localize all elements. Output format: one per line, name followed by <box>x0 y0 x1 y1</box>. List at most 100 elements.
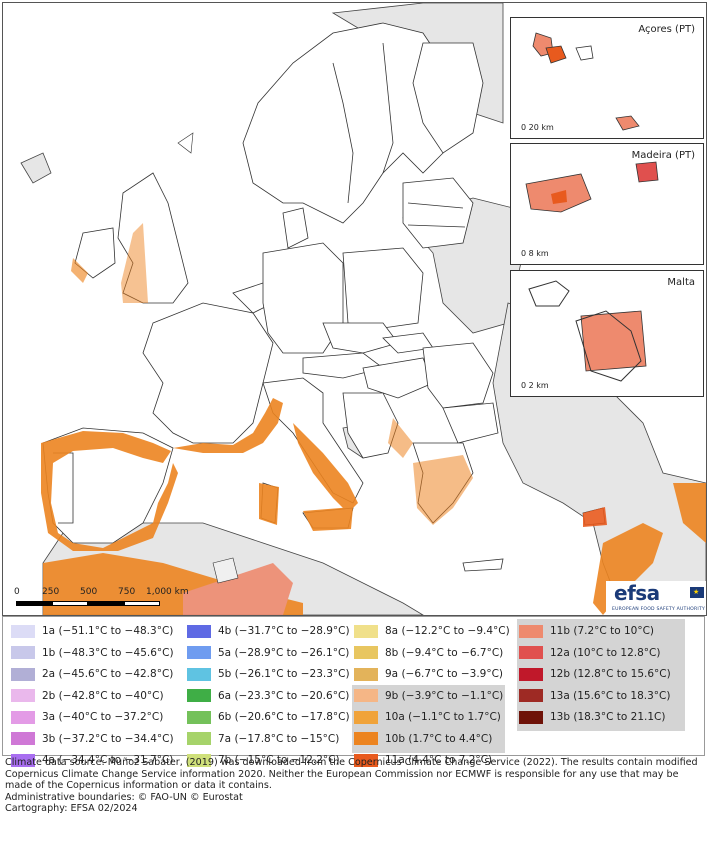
legend-item: 4a (−34.4°C to −31.7°C) <box>11 750 173 770</box>
legend-swatch <box>11 753 35 767</box>
legend-item: 11a (4.4°C to 7.2°C) <box>354 750 492 770</box>
legend-swatch <box>11 624 35 638</box>
azores-map <box>532 32 640 131</box>
malta-map <box>528 280 647 382</box>
legend-label: 11b (7.2°C to 10°C) <box>550 625 654 637</box>
inset-madeira-title: Madeira (PT) <box>631 150 695 161</box>
legend-item: 7b (−15°C to −12.2°C) <box>187 750 340 770</box>
legend-swatch <box>11 646 35 659</box>
climate-data-source: Climate data source: Muñoz Sabater, (201… <box>5 757 698 792</box>
legend-label: 5a (−28.9°C to −26.1°C) <box>218 646 350 659</box>
legend-item: 5a (−28.9°C to −26.1°C) <box>187 643 349 663</box>
legend-item: 10a (−1.1°C to 1.7°C) <box>354 707 501 727</box>
legend-label: 13a (15.6°C to 18.3°C) <box>550 689 671 702</box>
legend-swatch <box>519 646 543 659</box>
legend-label: 10b (1.7°C to 4.4°C) <box>385 732 493 745</box>
legend-item: 3b (−37.2°C to −34.4°C) <box>11 729 174 749</box>
legend-swatch <box>11 710 35 724</box>
legend-label: 4a (−34.4°C to −31.7°C) <box>42 754 174 766</box>
legend-item: 8a (−12.2°C to −9.4°C) <box>354 621 510 641</box>
legend-item: 6a (−23.3°C to −20.6°C) <box>187 686 349 706</box>
legend-swatch <box>354 732 378 745</box>
legend-item: 4b (−31.7°C to −28.9°C) <box>187 621 350 641</box>
legend-label: 1b (−48.3°C to −45.6°C) <box>42 646 174 659</box>
legend-item: 7a (−17.8°C to −15°C) <box>187 729 339 749</box>
legend-swatch <box>187 753 211 767</box>
legend-item: 3a (−40°C to −37.2°C) <box>11 707 163 727</box>
legend-item: 6b (−20.6°C to −17.8°C) <box>187 707 350 727</box>
legend-label: 9a (−6.7°C to −3.9°C) <box>385 668 504 680</box>
legend-item: 2a (−45.6°C to −42.8°C) <box>11 664 173 684</box>
legend-item: 8b (−9.4°C to −6.7°C) <box>354 643 503 663</box>
legend-item: 9a (−6.7°C to −3.9°C) <box>354 664 503 684</box>
inset-azores: Açores (PT) 0 20 km <box>510 17 704 139</box>
legend-item: 12a (10°C to 12.8°C) <box>519 643 660 663</box>
scale-label-250: 250 <box>42 587 60 597</box>
legend-label: 7a (−17.8°C to −15°C) <box>218 732 340 745</box>
efsa-logo: efsa EUROPEAN FOOD SAFETY AUTHORITY <box>606 581 706 615</box>
scale-segment <box>124 601 160 606</box>
inset-malta: Malta 0 2 km <box>510 270 704 397</box>
legend-swatch <box>354 753 378 767</box>
scale-segment <box>16 601 52 606</box>
islands <box>177 132 239 584</box>
legend-label: 9b (−3.9°C to −1.1°C) <box>385 689 504 702</box>
legend-item: 13a (15.6°C to 18.3°C) <box>519 686 670 706</box>
efsa-wordmark: efsa <box>614 581 660 605</box>
legend-label: 12b (12.8°C to 15.6°C) <box>550 668 671 680</box>
inset-madeira: Madeira (PT) 0 8 km <box>510 143 704 265</box>
legend-swatch <box>187 646 211 659</box>
inset-azores-scale: 0 20 km <box>521 123 554 132</box>
map-frame: Açores (PT) 0 20 km Madeira (PT) 0 8 km … <box>2 2 707 616</box>
coastal-zones <box>41 223 706 615</box>
madeira-map <box>525 161 659 213</box>
legend-label: 12a (10°C to 12.8°C) <box>550 646 661 659</box>
source-notes: Climate data source: Muñoz Sabater, (201… <box>5 757 705 815</box>
legend-item: 10b (1.7°C to 4.4°C) <box>354 729 492 749</box>
scale-segment <box>52 601 88 606</box>
eu-flag-icon <box>690 587 704 598</box>
legend-swatch <box>354 646 378 659</box>
inset-azores-title: Açores (PT) <box>638 24 695 35</box>
legend-label: 8b (−9.4°C to −6.7°C) <box>385 646 504 659</box>
scale-label-0: 0 <box>14 587 20 597</box>
legend-label: 11a (4.4°C to 7.2°C) <box>385 754 493 766</box>
legend-label: 3b (−37.2°C to −34.4°C) <box>42 732 174 745</box>
legend-label: 2b (−42.8°C to −40°C) <box>42 689 164 702</box>
map-legend: 1a (−51.1°C to −48.3°C) 1b (−48.3°C to −4… <box>2 616 705 767</box>
legend-item: 2b (−42.8°C to −40°C) <box>11 686 164 706</box>
legend-label: 5b (−26.1°C to −23.3°C) <box>218 668 350 680</box>
legend-swatch <box>187 667 211 681</box>
legend-swatch <box>187 689 211 702</box>
legend-swatch <box>519 710 543 724</box>
legend-swatch <box>519 667 543 681</box>
legend-swatch <box>354 689 378 702</box>
legend-item: 9b (−3.9°C to −1.1°C) <box>354 686 503 706</box>
legend-label: 1a (−51.1°C to −48.3°C) <box>42 625 174 637</box>
inset-malta-scale: 0 2 km <box>521 381 549 390</box>
legend-label: 6b (−20.6°C to −17.8°C) <box>218 711 350 723</box>
legend-swatch <box>11 689 35 702</box>
efsa-subtitle: EUROPEAN FOOD SAFETY AUTHORITY <box>612 607 705 612</box>
legend-swatch <box>354 624 378 638</box>
legend-label: 2a (−45.6°C to −42.8°C) <box>42 668 174 680</box>
legend-label: 4b (−31.7°C to −28.9°C) <box>218 625 350 637</box>
legend-label: 7b (−15°C to −12.2°C) <box>218 754 340 766</box>
scale-label-500: 500 <box>80 587 98 597</box>
legend-label: 8a (−12.2°C to −9.4°C) <box>385 625 510 637</box>
legend-item: 1a (−51.1°C to −48.3°C) <box>11 621 173 641</box>
legend-swatch <box>187 624 211 638</box>
legend-swatch <box>519 624 543 638</box>
legend-swatch <box>187 732 211 745</box>
legend-item: 5b (−26.1°C to −23.3°C) <box>187 664 350 684</box>
inset-malta-title: Malta <box>667 277 695 288</box>
legend-swatch <box>187 710 211 724</box>
legend-item: 1b (−48.3°C to −45.6°C) <box>11 643 174 663</box>
legend-shade-right <box>517 619 685 731</box>
admin-boundaries: Administrative boundaries: © FAO-UN © Eu… <box>5 791 243 803</box>
scale-label-750: 750 <box>118 587 136 597</box>
inset-madeira-scale: 0 8 km <box>521 249 549 258</box>
legend-label: 3a (−40°C to −37.2°C) <box>42 711 164 723</box>
legend-swatch <box>354 667 378 681</box>
legend-label: 6a (−23.3°C to −20.6°C) <box>218 689 350 702</box>
